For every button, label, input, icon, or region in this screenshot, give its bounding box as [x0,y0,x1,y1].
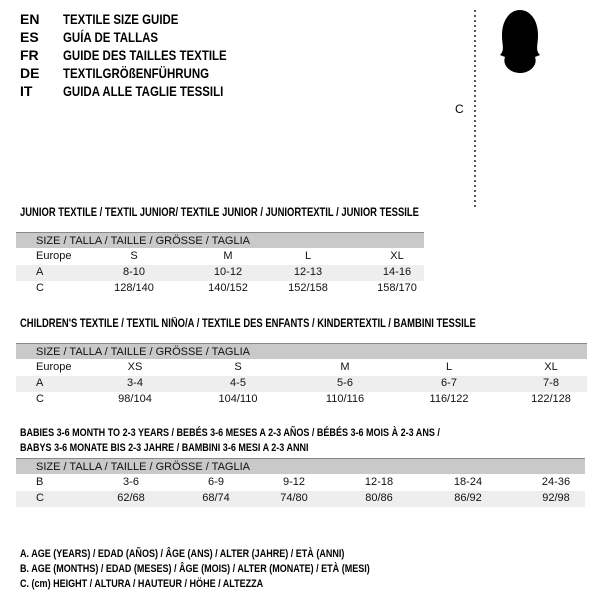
svg-text:C: C [455,102,464,116]
